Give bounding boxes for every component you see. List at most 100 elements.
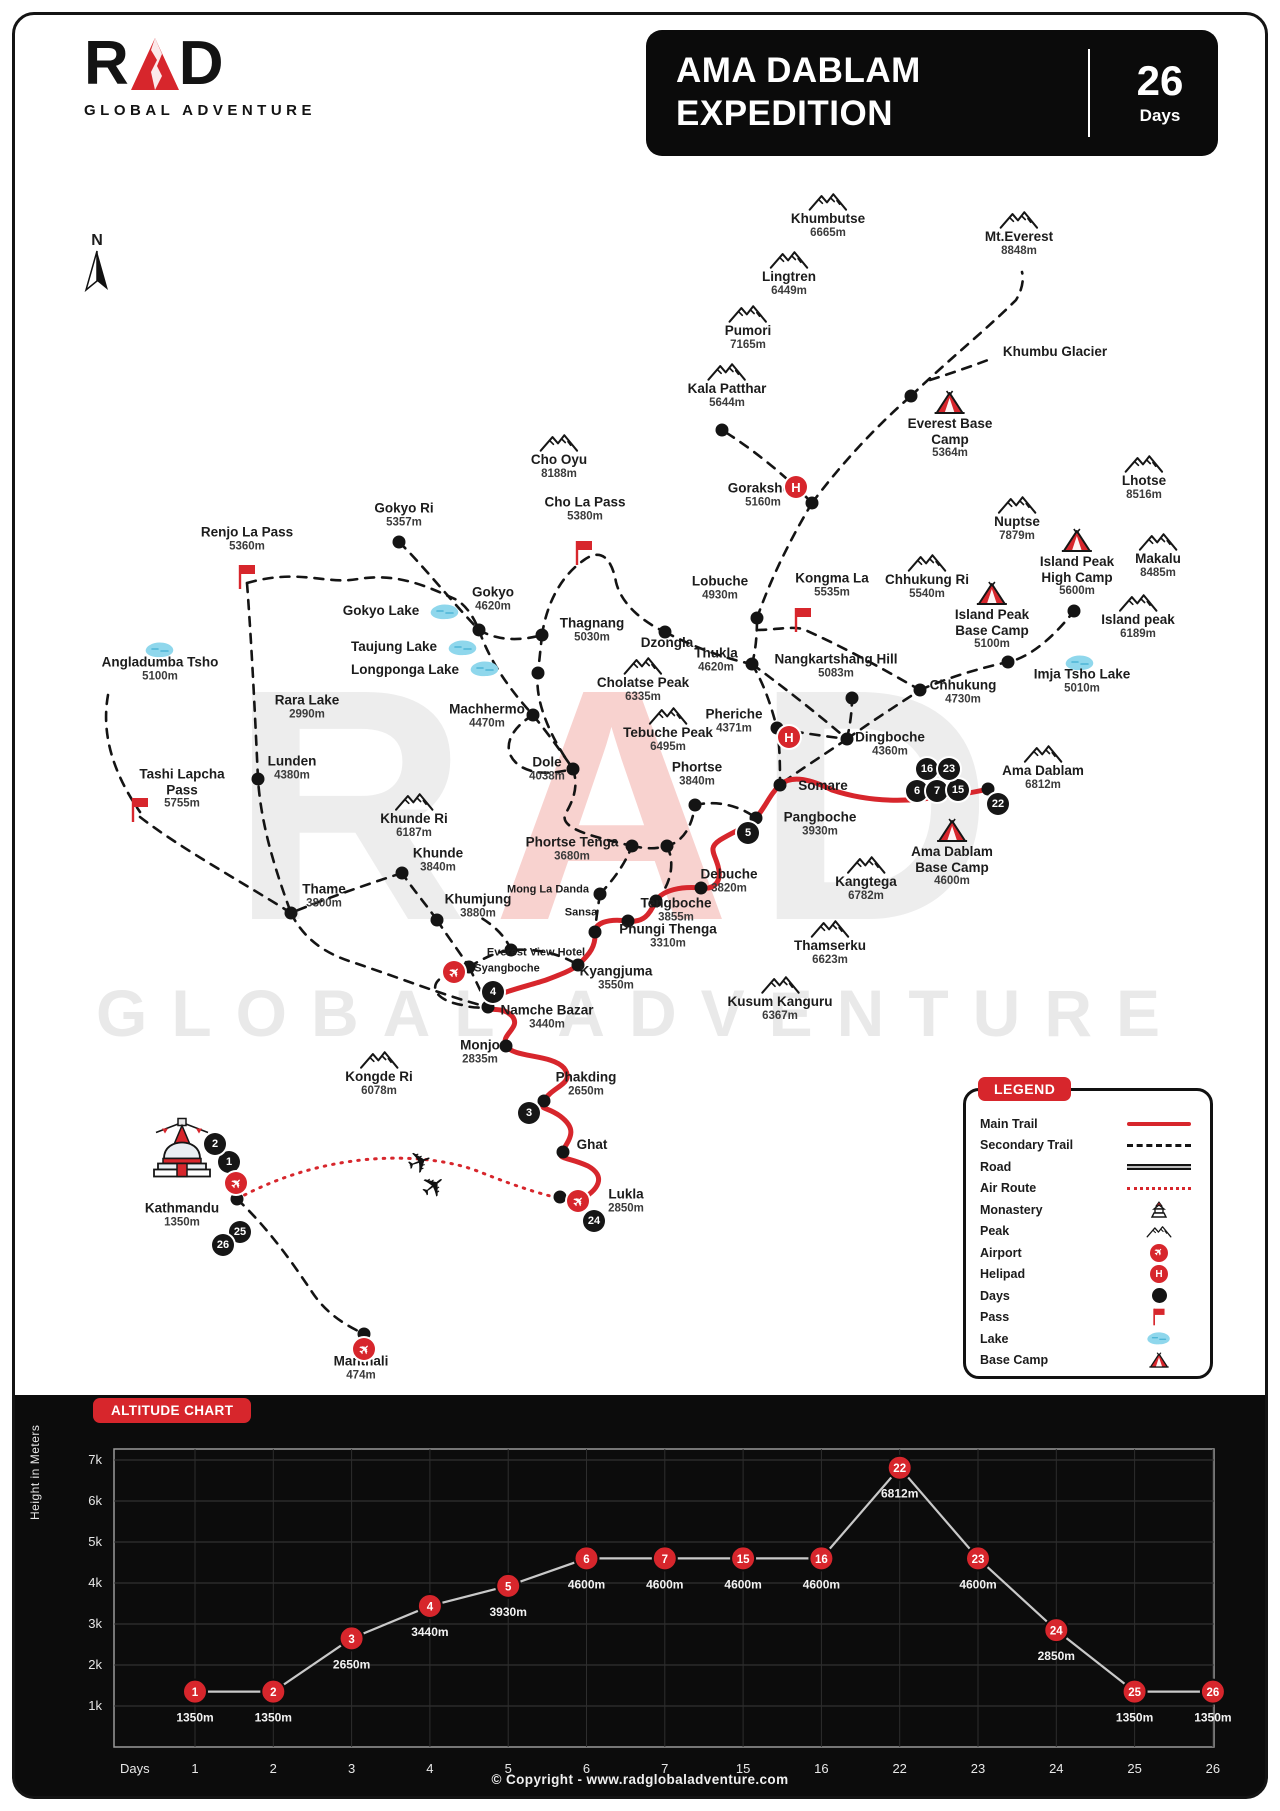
chart-day-number: 16 [815, 1554, 828, 1566]
secondary-trail [720, 428, 814, 505]
peak-name: Kongde Ri [345, 1069, 413, 1084]
day-badge-26: 26 [212, 1234, 234, 1256]
chart-day-badge [1199, 1678, 1226, 1705]
place-elevation: 3440m [529, 1017, 565, 1030]
place-name: Gokyo [471, 584, 515, 600]
chart-altitude-label: 4600m [724, 1577, 761, 1591]
waypoint-dot-somare [773, 778, 787, 792]
waypoint-dot-phungi-thenga [621, 914, 635, 928]
peak-tebuche-peak: Tebuche Peak 6495m [623, 706, 713, 754]
secondary-trail [755, 626, 922, 692]
place-phakding: Phakding 2650m [556, 1069, 617, 1098]
place-phungi-thenga: Phungi Thenga 3310m [619, 921, 717, 950]
peak-elevation: 6367m [762, 1009, 798, 1022]
chart-day-badge [651, 1545, 678, 1572]
pass-tashi-lapcha-pass: Tashi Lapcha Pass 5755m [139, 767, 224, 812]
place-name: Mong La Danda [507, 883, 589, 896]
title-line-1: AMA DABLAM [676, 51, 921, 91]
place-kathmandu: Kathmandu 1350m [145, 1200, 219, 1229]
camp-name: Base Camp [915, 859, 989, 875]
legend-item-days: Days [980, 1285, 1198, 1307]
pass-flag-tashi-lapcha [130, 797, 150, 823]
lake-name: Rara Lake [274, 692, 340, 708]
place-elevation: 3930m [802, 824, 838, 837]
lake-name: Taujung Lake [350, 639, 438, 655]
legend-item-label: Base Camp [980, 1353, 1049, 1368]
x-tick-label: 26 [1206, 1761, 1220, 1776]
pass-renjo-la-pass: Renjo La Pass 5360m [201, 524, 293, 553]
waypoint-dot-sansa [588, 925, 602, 939]
lake-icon [448, 640, 477, 656]
peak-name: Cholatse Peak [596, 675, 690, 690]
peak-name: Makalu [1135, 551, 1181, 566]
chart-altitude-label: 1350m [255, 1711, 292, 1725]
junction-dot [904, 389, 918, 403]
peak-icon [1124, 455, 1164, 473]
place-machhermo: Machhermo 4470m [449, 701, 525, 730]
peak-elevation: 6189m [1120, 627, 1156, 640]
place-name: Phortse Tenga [525, 834, 619, 850]
pass-flag-cho-la-pass [574, 540, 594, 566]
legend-item-symbol [1120, 1121, 1198, 1126]
base-camp-tent-icon [1149, 1352, 1169, 1368]
place-name: Gokyo Ri [374, 500, 434, 516]
chart-day-number: 3 [348, 1634, 354, 1646]
peak-lhotse: Lhotse 8516m [1122, 454, 1166, 502]
secondary-trail [433, 970, 490, 1009]
waypoint-dot-manthali [357, 1327, 371, 1341]
peak-chhukung-ri: Chhukung Ri 5540m [885, 553, 969, 601]
chart-altitude-label: 2850m [1038, 1649, 1075, 1663]
place-name: Khumjung [444, 891, 512, 907]
waypoint-dot-debuche [694, 881, 708, 895]
lake-rara-lake: Rara Lake 2990m [275, 692, 340, 721]
chart-day-number: 7 [662, 1554, 668, 1566]
camp-name: Island Peak [1039, 554, 1115, 569]
chart-day-badge [416, 1592, 443, 1619]
place-name: Thagnang [559, 615, 625, 631]
waypoint-dot-chhukung [913, 683, 927, 697]
place-elevation: 4371m [716, 721, 752, 734]
legend-item-label: Peak [980, 1224, 1010, 1239]
junction-dot [660, 839, 674, 853]
logo-letter-r: R [84, 29, 131, 99]
place-name: Kathmandu [144, 1200, 220, 1216]
peak-icon [394, 793, 434, 811]
north-indicator: N [84, 232, 110, 297]
waypoint-dot-phakding [537, 1094, 551, 1108]
legend-item-secondary-trail: Secondary Trail [980, 1135, 1198, 1157]
peak-icon [999, 211, 1039, 229]
day-badge-15: 15 [947, 779, 969, 801]
pass-elevation: 5380m [567, 509, 603, 522]
peak-pumori: Pumori 7165m [725, 304, 771, 352]
peak-ama-dablam: Ama Dablam 6812m [1002, 744, 1084, 792]
logo-mountain-icon [130, 38, 179, 90]
waypoint-dot-monjo [499, 1039, 513, 1053]
peak-cholatse-peak: Cholatse Peak 6335m [597, 656, 689, 704]
camp-island-peak-base-camp: Island Peak Base Camp 5100m [955, 581, 1029, 652]
legend-item-label: Road [980, 1159, 1012, 1174]
place-name: Pangboche [783, 809, 857, 825]
day-badge-5: 5 [737, 822, 759, 844]
x-tick-label: 16 [814, 1761, 828, 1776]
altitude-line [195, 1466, 1213, 1693]
peak-elevation: 6495m [650, 740, 686, 753]
place-name: Everest View Hotel [486, 946, 586, 959]
secondary-trail [563, 767, 634, 848]
peak-icon [760, 976, 800, 994]
lake-icon [145, 642, 174, 658]
altitude-chart-title: ALTITUDE CHART [93, 1398, 252, 1423]
peak-icon [623, 657, 663, 675]
peak-elevation: 8516m [1126, 488, 1162, 501]
day-badge-23: 23 [938, 758, 960, 780]
place-thukla: Thukla 4620m [694, 645, 738, 674]
peak-elevation: 8848m [1001, 244, 1037, 257]
camp-name: Camp [931, 431, 969, 447]
legend-item-main-trail: Main Trail [980, 1113, 1198, 1135]
watermark-global-adventure: GLOBAL ADVENTURE [95, 976, 1185, 1050]
lake-icon-angladumba-tsho [144, 641, 176, 659]
camp-elevation: 5600m [1059, 585, 1095, 598]
peak-icon [728, 305, 768, 323]
peak-khunde-ri: Khunde Ri 6187m [380, 792, 448, 840]
place-tengboche: Tengboche 3855m [640, 895, 711, 924]
peak-kangtega: Kangtega 6782m [835, 855, 897, 903]
